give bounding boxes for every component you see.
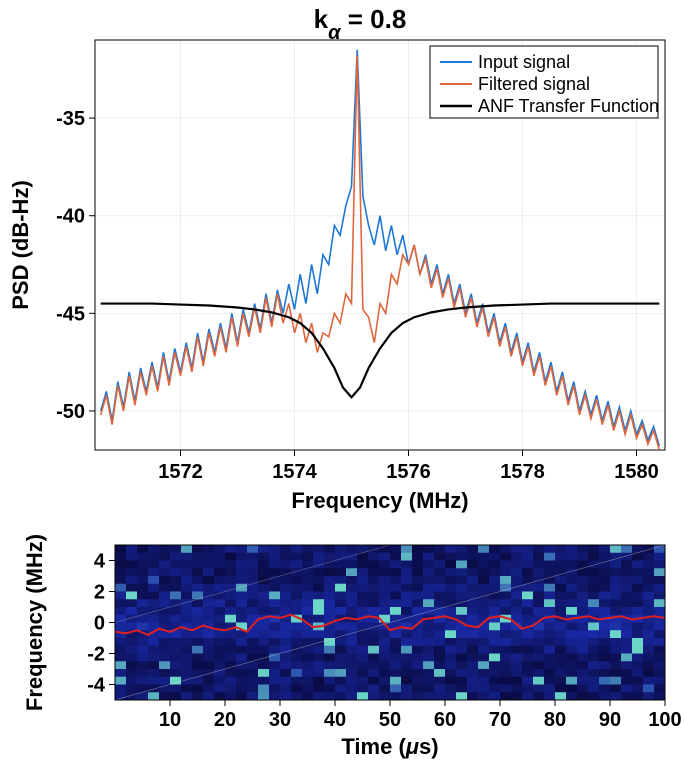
figure-container: kα = 0.815721574157615781580-50-45-40-35…	[0, 0, 685, 764]
spectrogram-cells	[115, 545, 666, 701]
ytick-label: -2	[87, 644, 105, 666]
xtick-label: 50	[379, 709, 401, 731]
xtick-label: 40	[324, 709, 346, 731]
xtick-label: 80	[544, 709, 566, 731]
xlabel: Time (μs)	[341, 734, 438, 759]
xtick-label: 1574	[272, 461, 317, 483]
ylabel: PSD (dB-Hz)	[8, 180, 33, 310]
ytick-label: -40	[56, 206, 85, 228]
legend-label: Input signal	[478, 52, 570, 72]
ytick-label: 4	[94, 551, 106, 573]
legend-label: ANF Transfer Function	[478, 96, 659, 116]
ytick-label: -50	[56, 401, 85, 423]
title-text: kα = 0.8	[314, 4, 407, 44]
psd-chart: 1572 1574 1576 1578 1580 -50 -45 -40 -35 Frequenc…	[8, 40, 665, 513]
ytick-label: -4	[87, 675, 106, 697]
spectrogram-chart: 10 20 30 40 50 60 70 80 90 100 -4 -2 0 2 4 Time (μs) Fre…	[22, 534, 682, 759]
figure-svg: kα = 0.815721574157615781580-50-45-40-35…	[0, 0, 685, 764]
xtick-label: 1578	[500, 461, 545, 483]
legend: Input signalFiltered signalANF Transfer …	[430, 46, 659, 118]
xtick-label: 100	[648, 709, 681, 731]
xtick-label: 70	[489, 709, 511, 731]
xtick-label: 1572	[158, 461, 203, 483]
xtick-label: 30	[269, 709, 291, 731]
ytick-label: 2	[94, 582, 105, 604]
xtick-label: 60	[434, 709, 456, 731]
xtick-label: 90	[599, 709, 621, 731]
ytick-label: 0	[94, 613, 105, 635]
xtick-label: 10	[159, 709, 181, 731]
ytick-label: -45	[56, 303, 85, 325]
legend-label: Filtered signal	[478, 74, 590, 94]
ylabel: Frequency (MHz)	[22, 534, 47, 711]
chart-title: kα = 0.8	[314, 4, 407, 44]
xlabel: Frequency (MHz)	[291, 488, 468, 513]
xtick-label: 20	[214, 709, 236, 731]
xtick-label: 1580	[614, 461, 659, 483]
xtick-label: 1576	[386, 461, 431, 483]
ytick-label: -35	[56, 108, 85, 130]
